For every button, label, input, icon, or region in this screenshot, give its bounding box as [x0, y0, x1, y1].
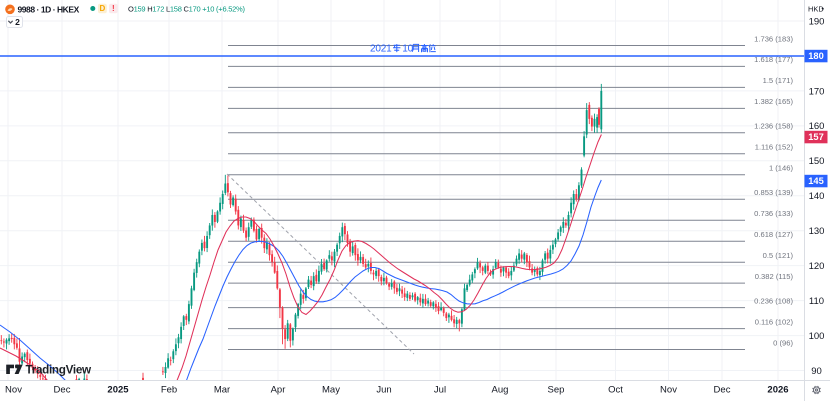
svg-text:2: 2 [15, 17, 20, 27]
svg-text:145: 145 [808, 176, 824, 186]
svg-text:190: 190 [809, 16, 825, 27]
svg-text:1.5 (171): 1.5 (171) [763, 76, 794, 85]
svg-text:1 (146): 1 (146) [769, 164, 794, 173]
svg-text:180: 180 [808, 51, 824, 61]
svg-text:130: 130 [809, 226, 825, 237]
svg-text:Mar: Mar [214, 385, 230, 396]
svg-text:0.236 (108): 0.236 (108) [754, 296, 793, 305]
svg-text:2021: 2021 [370, 44, 392, 55]
svg-text:Sep: Sep [548, 385, 565, 396]
svg-text:110: 110 [809, 296, 824, 307]
svg-text:10: 10 [402, 44, 413, 55]
svg-text:170: 170 [809, 86, 825, 97]
svg-text:Dec: Dec [714, 385, 731, 396]
svg-text:0.5 (121): 0.5 (121) [763, 251, 794, 260]
svg-text:HKD: HKD [808, 5, 824, 14]
svg-text:1.382 (165): 1.382 (165) [754, 97, 793, 106]
svg-text:100: 100 [809, 331, 825, 342]
svg-text:0 (96): 0 (96) [773, 338, 793, 347]
svg-text:Apr: Apr [271, 385, 286, 396]
svg-text:2026: 2026 [767, 385, 788, 396]
svg-text:Oct: Oct [608, 385, 623, 396]
svg-text:Aug: Aug [492, 385, 509, 396]
svg-text:0.853 (139): 0.853 (139) [754, 188, 793, 197]
svg-text:Feb: Feb [161, 385, 177, 396]
svg-text:157: 157 [808, 132, 824, 142]
svg-text:May: May [322, 385, 340, 396]
svg-text:0.382 (115): 0.382 (115) [755, 272, 794, 281]
svg-text:Nov: Nov [660, 385, 677, 396]
svg-text:1.236 (158): 1.236 (158) [754, 122, 793, 131]
svg-text:120: 120 [809, 261, 825, 272]
svg-text:TradingView: TradingView [26, 364, 93, 377]
svg-text:140: 140 [809, 191, 825, 202]
svg-text:Jul: Jul [434, 385, 446, 396]
svg-text:0.736 (133): 0.736 (133) [754, 209, 793, 218]
svg-text:90: 90 [811, 366, 822, 377]
svg-text:Jun: Jun [376, 385, 391, 396]
svg-text:9988 · 1D · HKEX: 9988 · 1D · HKEX [18, 5, 80, 15]
svg-text:0.116 (102): 0.116 (102) [755, 317, 794, 326]
svg-text:Nov: Nov [5, 385, 22, 396]
svg-text:150: 150 [809, 156, 825, 167]
svg-text:!: ! [112, 4, 115, 13]
svg-text:D: D [100, 4, 106, 13]
svg-text:0.618 (127): 0.618 (127) [754, 230, 793, 239]
svg-text:1.618 (177): 1.618 (177) [754, 55, 793, 64]
svg-text:160: 160 [809, 121, 825, 132]
svg-text:1.736 (183): 1.736 (183) [754, 34, 793, 43]
svg-text:O159 H172 L158 C170 +10 (+6.52: O159 H172 L158 C170 +10 (+6.52%) [128, 4, 245, 13]
svg-text:2025: 2025 [107, 385, 129, 396]
svg-text:1.116 (152): 1.116 (152) [755, 143, 794, 152]
svg-text:Dec: Dec [54, 385, 71, 396]
